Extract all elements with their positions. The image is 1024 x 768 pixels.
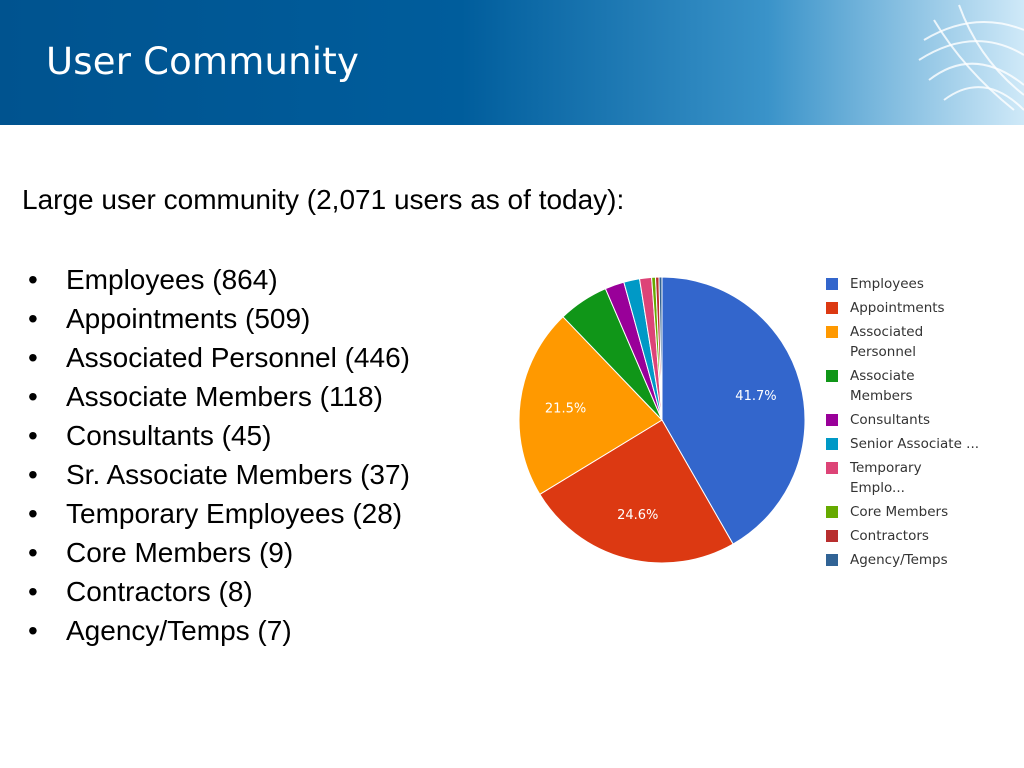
list-item: • Sr. Associate Members (37) (28, 459, 410, 490)
legend-label: Senior Associate ... (850, 436, 980, 452)
legend-item: Temporary Emplo... (826, 458, 980, 498)
legend-swatch (826, 326, 838, 338)
legend-label: Agency/Temps (850, 552, 948, 568)
chart-legend: Employees Appointments Associated Personne… (826, 274, 980, 574)
legend-item: Appointments (826, 298, 980, 318)
legend-swatch (826, 370, 838, 382)
legend-item: Employees (826, 274, 980, 294)
legend-swatch (826, 414, 838, 426)
legend-swatch (826, 554, 838, 566)
intro-text: Large user community (2,071 users as of … (22, 184, 625, 215)
pie-chart: 41.7% 24.6% 21.5% (510, 268, 1010, 578)
legend-swatch (826, 278, 838, 290)
legend-swatch (826, 530, 838, 542)
slice-data-label: 21.5% (545, 401, 586, 416)
legend-swatch (826, 506, 838, 518)
legend-label: Temporary Emplo... (850, 460, 922, 496)
list-item: • Contractors (8) (28, 576, 253, 607)
list-item: • Temporary Employees (28) (28, 498, 403, 529)
slice-data-label: 24.6% (617, 508, 658, 523)
slice-data-label: 41.7% (735, 389, 776, 404)
pie-slice-agency-temps (658, 276, 663, 421)
list-item: • Associated Personnel (446) (28, 342, 410, 373)
legend-label: Consultants (850, 412, 931, 428)
legend-swatch (826, 302, 838, 314)
legend-label: Core Members (850, 504, 949, 520)
legend-item: Agency/Temps (826, 550, 980, 570)
title-banner: User Community (0, 0, 1024, 125)
legend-label: Employees (850, 276, 924, 292)
user-category-list: • Employees (864) • Appointments (509) • As… (28, 262, 410, 652)
legend-label: Appointments (850, 300, 945, 316)
legend-item: Consultants (826, 410, 980, 430)
legend-item: Senior Associate ... (826, 434, 980, 454)
list-item: • Core Members (9) (28, 537, 294, 568)
page-title: User Community (46, 40, 360, 83)
legend-label: Associate Members (850, 368, 915, 404)
legend-label: Contractors (850, 528, 929, 544)
legend-item: Associated Personnel (826, 322, 980, 362)
list-item: • Agency/Temps (7) (28, 615, 292, 646)
pie-slice-employees (661, 276, 806, 545)
pie-slice-appointments (539, 419, 734, 564)
legend-item: Associate Members (826, 366, 980, 406)
list-item: • Employees (864) (28, 264, 278, 295)
legend-item: Core Members (826, 502, 980, 522)
pie-chart-svg: 41.7% 24.6% 21.5% (518, 276, 806, 564)
legend-swatch (826, 462, 838, 474)
legend-swatch (826, 438, 838, 450)
decorative-globe-lines (918, 4, 1024, 111)
list-item: • Associate Members (118) (28, 381, 383, 412)
list-item: • Appointments (509) (28, 303, 311, 334)
legend-label: Associated Personnel (850, 324, 924, 360)
legend-item: Contractors (826, 526, 980, 546)
pie-slice-associated-personnel (518, 316, 663, 496)
list-item: • Consultants (45) (28, 420, 272, 451)
